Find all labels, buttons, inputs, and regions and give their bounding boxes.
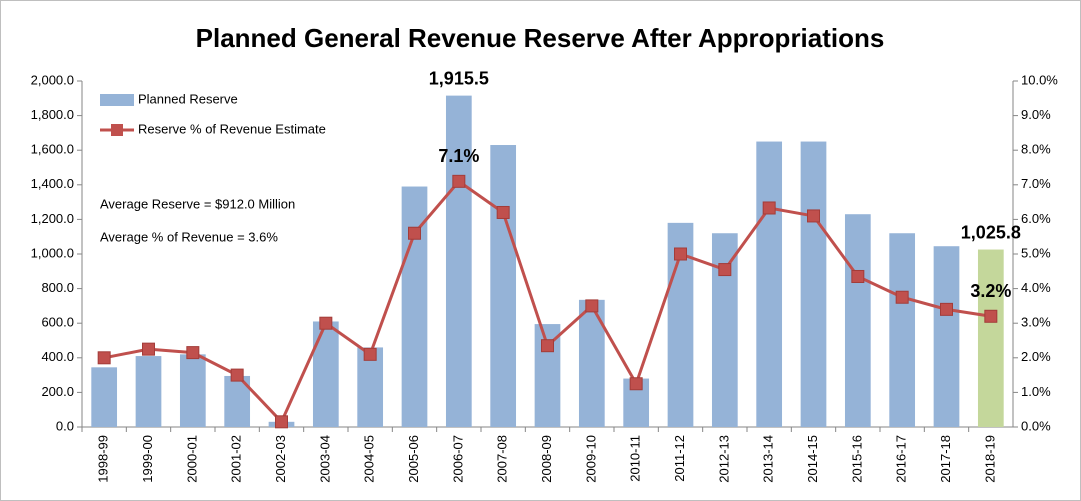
line-marker [97,351,111,365]
x-tick-label: 2010-11 [628,435,643,482]
y-tick-label: 200.0 [41,384,74,399]
x-tick-label: 2012-13 [716,435,731,483]
bar [711,233,738,427]
annotation: Average Reserve = $912.0 Million [100,196,295,211]
x-tick-label: 2017-18 [938,435,953,483]
bar [445,95,472,427]
y2-tick-label: 5.0% [1021,245,1051,260]
y-tick-label: 1,600.0 [31,142,74,157]
x-tick-label: 2003-04 [317,435,332,483]
legend-swatch [100,94,134,106]
bar [977,249,1004,427]
line-marker [408,226,421,240]
y2-tick-label: 3.0% [1021,315,1051,330]
line-marker [275,415,288,429]
line-marker [762,201,776,215]
bar [179,354,206,427]
y-tick-label: 600.0 [41,315,74,330]
data-label: 1,915.5 [429,68,489,88]
annotation: Average % of Revenue = 3.6% [100,229,278,244]
data-label: 3.2% [970,281,1011,301]
y2-tick-label: 4.0% [1021,280,1051,295]
y-tick-label: 2,000.0 [31,72,74,87]
x-tick-label: 2011-12 [672,435,687,482]
y2-tick-label: 0.0% [1021,418,1051,433]
y2-tick-label: 6.0% [1021,211,1051,226]
x-tick-label: 2005-06 [406,435,421,483]
line-marker [984,309,998,323]
line-marker [452,174,466,188]
x-tick-label: 2002-03 [273,435,288,483]
data-label: 1,025.8 [961,222,1021,242]
bar [135,356,162,427]
y2-tick-label: 8.0% [1021,142,1051,157]
x-tick-label: 2013-14 [761,435,776,483]
x-tick-label: 2004-05 [362,435,377,483]
x-tick-label: 1999-00 [140,435,155,483]
line-marker [718,263,732,277]
y-tick-label: 0.0 [56,418,74,433]
line-marker [674,247,687,261]
data-label: 7.1% [438,146,479,166]
line-marker [807,209,820,223]
line-marker [851,269,865,283]
y-tick-label: 400.0 [41,349,74,364]
legend-swatch [111,124,123,136]
bar [401,186,428,427]
y2-tick-label: 9.0% [1021,107,1051,122]
line-marker [230,368,244,382]
y2-tick-label: 10.0% [1021,72,1058,87]
bar [312,321,339,427]
x-tick-label: 2008-09 [539,435,554,483]
line-marker [895,290,909,304]
y-tick-label: 1,200.0 [31,211,74,226]
line-marker [541,339,554,353]
y-tick-label: 1,800.0 [31,107,74,122]
line-marker [363,347,377,361]
line-marker [585,299,599,313]
x-tick-label: 2006-07 [450,435,465,483]
y-tick-label: 1,000.0 [31,245,74,260]
line-marker [496,205,510,219]
line-marker [319,316,333,330]
x-tick-label: 2000-01 [184,435,199,483]
line-marker [629,377,643,391]
x-tick-label: 2007-08 [495,435,510,483]
x-tick-label: 2016-17 [894,435,909,483]
x-tick-label: 1998-99 [96,435,111,483]
bar [91,367,118,427]
legend-label: Planned Reserve [138,91,238,106]
bar [756,141,783,428]
x-tick-label: 2009-10 [583,435,598,483]
y2-tick-label: 7.0% [1021,176,1051,191]
legend-label: Reserve % of Revenue Estimate [138,121,326,136]
y-tick-label: 1,400.0 [31,176,74,191]
line-marker [940,302,953,316]
bar [490,145,517,427]
y-tick-label: 800.0 [41,280,74,295]
line-marker [142,342,155,356]
x-tick-label: 2014-15 [805,435,820,483]
y2-tick-label: 1.0% [1021,384,1051,399]
bar [889,233,916,427]
line-marker [186,346,200,360]
x-tick-label: 2018-19 [982,435,997,483]
x-tick-label: 2001-02 [229,435,244,483]
x-tick-label: 2015-16 [849,435,864,483]
bar [800,141,827,428]
chart-title: Planned General Revenue Reserve After Ap… [196,23,885,53]
y2-tick-label: 2.0% [1021,349,1051,364]
bar [844,214,871,427]
bar [933,246,960,427]
